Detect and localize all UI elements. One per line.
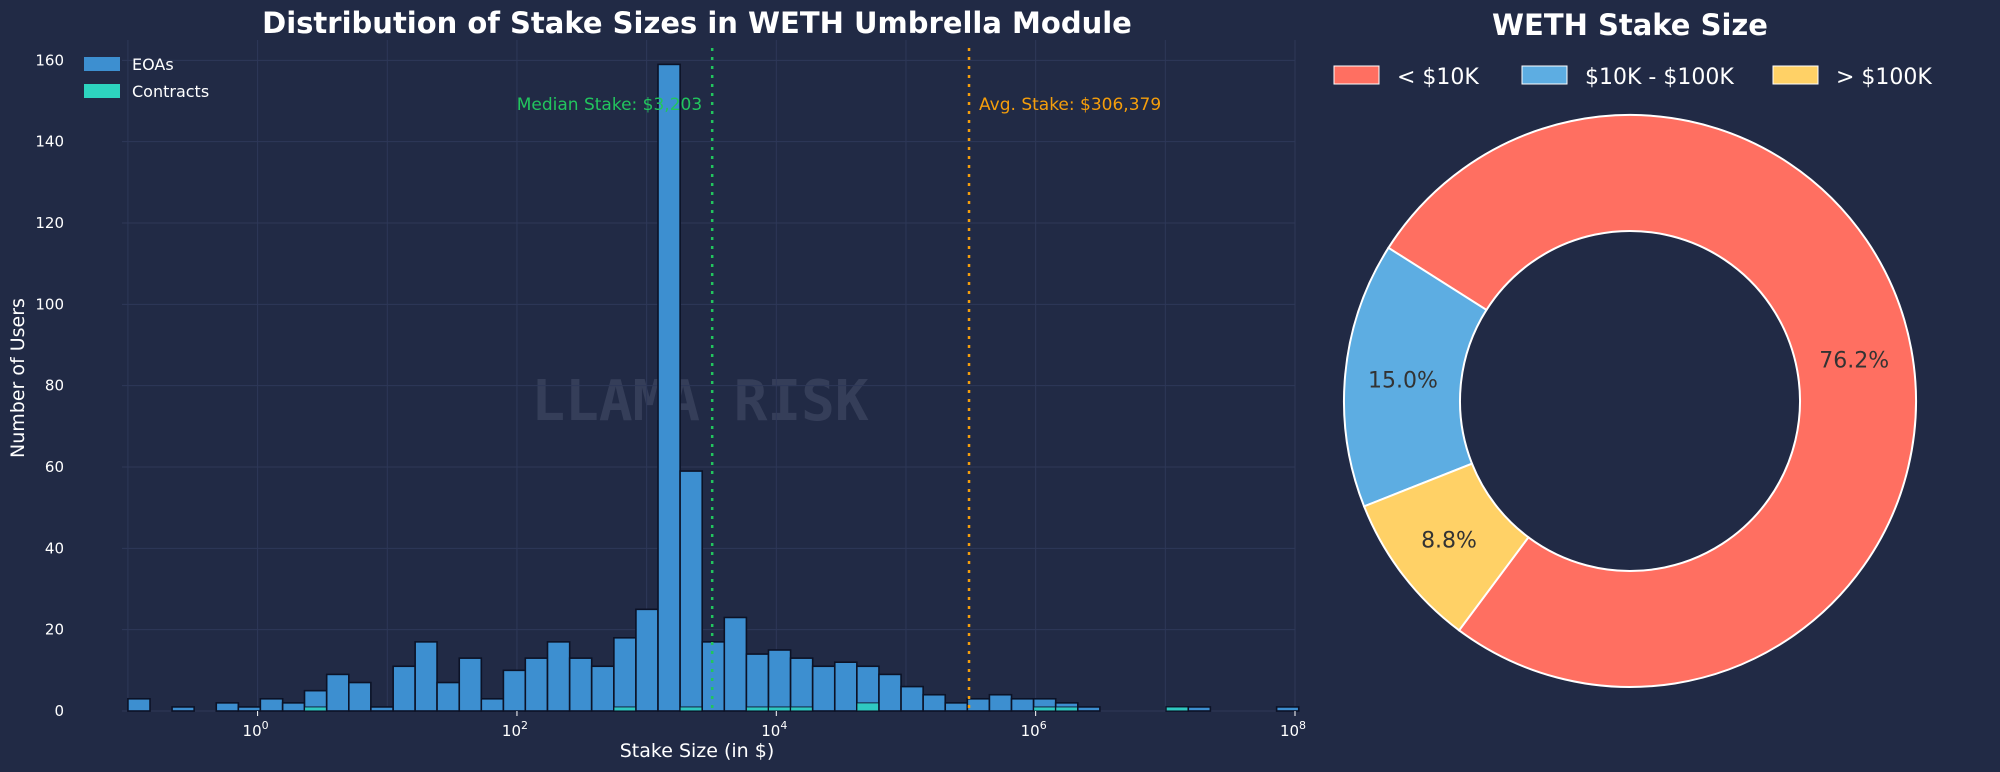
histogram-bar-eoa xyxy=(259,697,284,712)
watermark-text: LLAMA RISK xyxy=(531,369,868,434)
histogram-bar-eoa xyxy=(480,697,505,712)
histogram-legend: EOAs Contracts xyxy=(84,55,209,101)
pie-slices xyxy=(1343,114,1917,688)
median-label: Median Stake: $3,203 xyxy=(517,95,702,115)
pie-slice xyxy=(1362,462,1530,632)
histogram-bar-contract xyxy=(745,706,769,712)
histogram-bar-eoa xyxy=(878,673,902,712)
x-tick-label: 106 xyxy=(1021,719,1047,740)
y-tick-label: 80 xyxy=(45,377,64,395)
legend-label-contracts: Contracts xyxy=(132,82,209,101)
histogram-bar-contract xyxy=(613,706,637,712)
histogram-bar-eoa xyxy=(348,681,372,712)
histogram-bar-contract xyxy=(1055,706,1079,712)
legend-label-eoas: EOAs xyxy=(132,55,174,74)
histogram-bar-contract xyxy=(790,706,814,712)
histogram-bar-eoa xyxy=(458,657,483,712)
histogram-bar-eoa xyxy=(1010,697,1035,712)
histogram-bar-eoa xyxy=(811,665,836,712)
histogram-bar-eoa xyxy=(546,641,571,712)
histogram-bar-eoa xyxy=(370,706,394,712)
histogram-bar-eoa xyxy=(414,641,438,712)
pie-slice xyxy=(1387,114,1917,688)
y-tick-label: 140 xyxy=(35,133,64,151)
histogram-bar-eoa xyxy=(900,685,924,712)
histogram-title: Distribution of Stake Sizes in WETH Umbr… xyxy=(262,6,1132,40)
average-label: Avg. Stake: $306,379 xyxy=(979,95,1161,115)
histogram-bar-eoa xyxy=(127,697,151,712)
x-tick-label: 102 xyxy=(502,719,528,740)
histogram-bar-contract xyxy=(767,706,792,712)
pie-slice-label: 15.0% xyxy=(1368,369,1438,394)
histogram-bar-eoa xyxy=(171,706,195,712)
histogram-bar-eoa xyxy=(833,661,858,712)
y-tick-label: 0 xyxy=(54,702,64,720)
y-tick-label: 120 xyxy=(35,214,64,232)
y-tick-label: 100 xyxy=(35,295,64,313)
histogram-bar-eoa xyxy=(635,608,659,712)
pie-legend-label: < $10K xyxy=(1397,65,1479,90)
histogram-bars xyxy=(127,63,1300,712)
histogram-bar-eoa xyxy=(325,673,350,712)
histogram-bar-eoa xyxy=(1187,706,1212,712)
pie-slice-labels: 76.2% 15.0% 8.8% xyxy=(1368,349,1889,554)
histogram-bar-eoa xyxy=(502,669,527,712)
histogram-bar-eoa xyxy=(281,702,306,712)
watermark-logo: LLAMA RISK xyxy=(531,369,868,434)
legend-swatch-contracts xyxy=(84,84,120,98)
y-tick-label: 20 xyxy=(45,621,64,639)
pie-legend-swatch xyxy=(1772,65,1819,85)
x-tick-label: 108 xyxy=(1280,719,1306,740)
histogram-bar-eoa xyxy=(436,681,461,712)
pie-legend-label: $10K - $100K xyxy=(1585,65,1734,90)
histogram-bar-contract xyxy=(679,706,703,712)
histogram-bar-eoa xyxy=(568,657,593,712)
histogram-bar-eoa xyxy=(613,636,637,712)
histogram-bar-eoa xyxy=(524,657,549,712)
legend-swatch-eoas xyxy=(84,57,120,71)
histogram-bar-eoa xyxy=(1076,706,1101,712)
histogram-bar-contract xyxy=(856,702,880,712)
histogram-bar-contract xyxy=(1033,706,1057,712)
histogram-bar-eoa xyxy=(1275,706,1300,712)
pie-legend-swatch xyxy=(1333,65,1380,85)
histogram-bar-eoa xyxy=(590,665,615,712)
pie-title: WETH Stake Size xyxy=(1492,8,1768,42)
histogram-bar-eoa xyxy=(789,657,814,712)
pie-legend: < $10K $10K - $100K > $100K xyxy=(1333,65,1932,90)
histogram-bar-eoa xyxy=(944,702,969,712)
y-axis-label: Number of Users xyxy=(7,298,29,458)
y-axis-ticks: 0 20 40 60 80 100 120 140 160 xyxy=(35,51,64,720)
histogram-bar-eoa xyxy=(767,649,792,712)
y-tick-label: 160 xyxy=(35,51,64,69)
histogram-bar-contract xyxy=(304,706,328,712)
histogram-bar-eoa xyxy=(723,616,748,712)
histogram-bar-eoa xyxy=(215,702,240,712)
pie-legend-swatch xyxy=(1521,65,1568,85)
y-tick-label: 60 xyxy=(45,458,64,476)
histogram-bar-eoa xyxy=(392,665,416,712)
x-tick-label: 104 xyxy=(761,719,787,740)
pie-legend-label: > $100K xyxy=(1836,65,1932,90)
histogram-bar-eoa xyxy=(679,470,704,712)
x-axis-label: Stake Size (in $) xyxy=(620,740,775,762)
pie-slice xyxy=(1343,246,1488,508)
histogram-bar-eoa xyxy=(745,653,770,712)
histogram-grid xyxy=(122,40,1296,712)
histogram-bar-eoa xyxy=(966,697,991,712)
histogram-bar-eoa xyxy=(237,706,262,712)
histogram-reference-lines: Median Stake: $3,203 Avg. Stake: $306,379 xyxy=(517,48,1161,711)
pie-slice-label: 76.2% xyxy=(1819,349,1889,374)
pie-slice-label: 8.8% xyxy=(1421,529,1477,554)
y-tick-label: 40 xyxy=(45,539,64,557)
histogram-bar-eoa xyxy=(657,63,681,712)
x-tick-label: 100 xyxy=(243,719,269,740)
histogram-bar-contract xyxy=(1165,706,1189,712)
histogram-bar-eoa xyxy=(922,693,947,712)
x-axis-ticks: 100 102 104 106 108 xyxy=(243,711,1306,740)
histogram-bar-eoa xyxy=(988,693,1013,712)
